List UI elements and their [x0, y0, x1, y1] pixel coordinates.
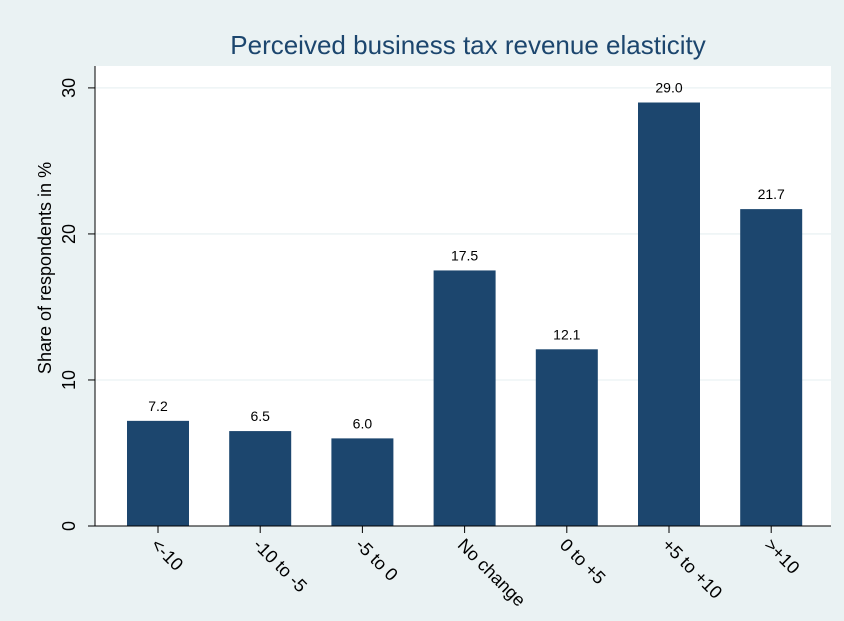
y-tick-label: 30 — [59, 78, 79, 98]
x-tick-label: +5 to +10 — [658, 535, 726, 603]
y-axis-ticks: 0 10 20 30 — [59, 78, 95, 531]
bar-value-labels: 7.2 6.5 6.0 17.5 12.1 29.0 21.7 — [148, 80, 785, 432]
y-tick-label: 0 — [59, 521, 79, 531]
bar-value-label: 12.1 — [553, 326, 580, 342]
bars — [127, 102, 803, 526]
bar — [638, 102, 700, 526]
x-tick-label: No change — [454, 535, 530, 611]
bar — [229, 431, 292, 526]
x-axis-ticks: <-10 -10 to -5 -5 to 0 No change 0 to +5 +5 t… — [147, 526, 804, 611]
bar — [535, 349, 598, 526]
bar-value-label: 7.2 — [148, 398, 168, 414]
bar-value-label: 29.0 — [655, 80, 682, 96]
y-axis-label: Share of respondents in % — [35, 162, 55, 374]
bar — [740, 209, 803, 526]
x-tick-label: <-10 — [147, 535, 187, 575]
y-tick-label: 20 — [59, 224, 79, 244]
x-tick-label: -10 to -5 — [249, 535, 311, 597]
y-tick-label: 10 — [59, 370, 79, 390]
bar-value-label: 17.5 — [451, 247, 478, 263]
bar-value-label: 6.0 — [353, 415, 373, 431]
bar — [127, 420, 189, 526]
bar-value-label: 21.7 — [758, 186, 785, 202]
bar — [433, 270, 496, 526]
x-tick-label: -5 to 0 — [352, 535, 402, 585]
bar-value-label: 6.5 — [250, 408, 270, 424]
x-tick-label: 0 to +5 — [556, 535, 609, 588]
x-tick-label: >+10 — [760, 535, 803, 578]
bar — [331, 438, 394, 526]
chart-title: Perceived business tax revenue elasticit… — [230, 30, 705, 60]
